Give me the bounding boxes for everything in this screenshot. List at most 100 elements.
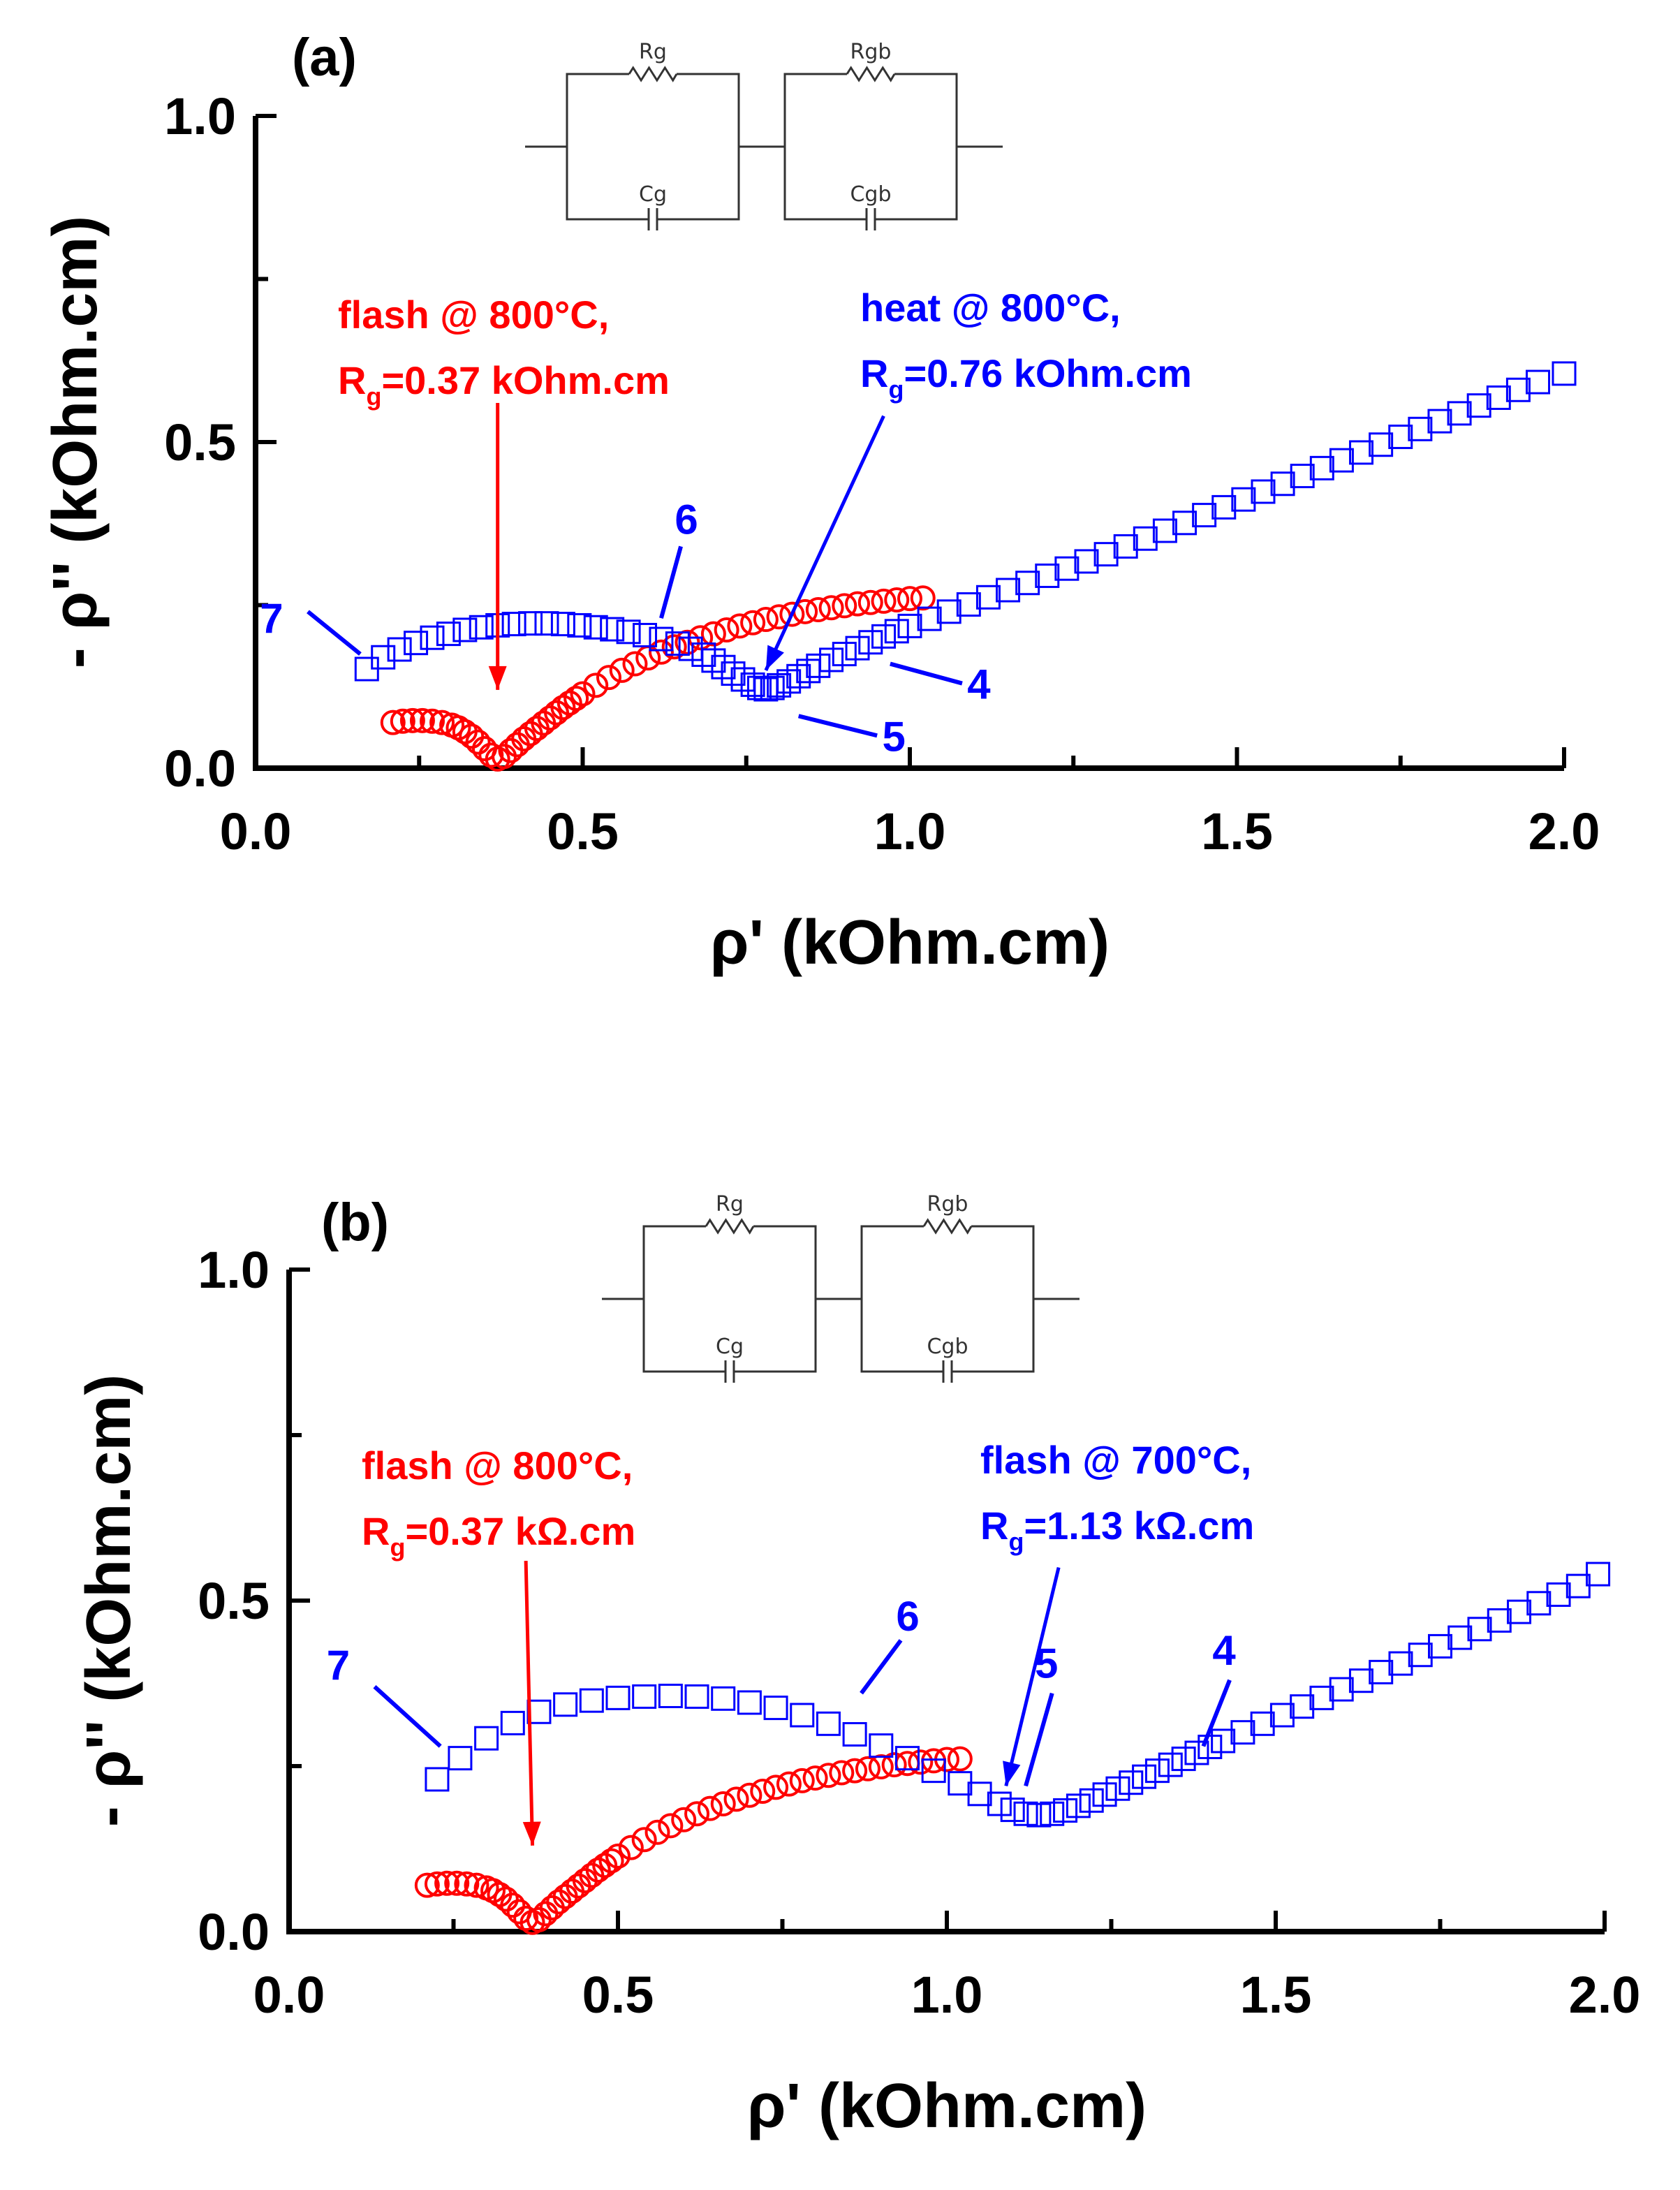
data-point-square	[1369, 1659, 1394, 1684]
marker-label: 5	[882, 713, 905, 760]
data-point-square	[760, 675, 785, 700]
data-point-circle	[763, 1774, 789, 1800]
data-point-square	[1466, 393, 1491, 418]
data-point-square	[583, 615, 608, 640]
data-point-square	[806, 653, 831, 678]
data-point-square	[1290, 464, 1315, 489]
data-point-square	[1309, 1685, 1334, 1710]
data-point-square	[711, 1686, 736, 1711]
data-point-square	[1152, 518, 1177, 543]
data-point-circle	[631, 1827, 657, 1853]
data-point-square	[1447, 1625, 1473, 1650]
y-tick-label: 1.0	[164, 87, 236, 145]
data-point-circle	[605, 1843, 631, 1869]
data-point-circle	[445, 715, 471, 741]
data-point-square	[1546, 1582, 1571, 1607]
data-point-square	[452, 617, 478, 642]
data-point-circle	[908, 1749, 934, 1775]
resistor-label: Rg	[639, 40, 667, 64]
annotation-symbol: R	[362, 1509, 390, 1553]
data-point-square	[425, 1767, 450, 1792]
marker-line	[1024, 1692, 1054, 1787]
data-point-circle	[609, 657, 635, 683]
marker-label: 7	[260, 595, 283, 642]
marker-line	[1201, 1679, 1232, 1747]
data-point-square	[701, 648, 726, 673]
data-point-square	[996, 578, 1021, 603]
data-point-square	[1586, 1561, 1611, 1587]
data-point-square	[1066, 1793, 1091, 1818]
data-point-square	[842, 1721, 867, 1747]
data-point-circle	[714, 617, 739, 642]
data-point-circle	[737, 1782, 762, 1808]
data-point-square	[832, 642, 857, 667]
capacitor-label: Cg	[639, 182, 667, 207]
x-tick-label: 0.5	[582, 1966, 654, 2024]
data-point-circle	[805, 597, 831, 623]
data-point-square	[474, 1726, 499, 1751]
series-blue-squares	[354, 361, 1577, 702]
data-point-square	[1000, 1798, 1025, 1823]
equivalent-circuit: Rg Cg Rgb Cgb	[525, 40, 1003, 230]
data-point-circle	[592, 1853, 618, 1879]
equivalent-circuit: Rg Cg Rgb Cgb	[602, 1192, 1080, 1383]
data-point-square	[665, 631, 690, 656]
marker-label: 6	[896, 1593, 919, 1640]
annotation-line2: Rg=1.13 kΩ.cm	[980, 1504, 1254, 1556]
y-axis-title: - ρ'' (kOhm.cm)	[40, 216, 110, 669]
y-tick-label: 0.5	[164, 413, 236, 471]
data-point-square	[633, 622, 658, 647]
data-point-circle	[598, 1848, 624, 1874]
annotation-arrow-shaft	[1004, 1567, 1061, 1787]
data-point-square	[600, 617, 625, 642]
marker-7: 7	[260, 595, 362, 656]
resistor-r1-symbol	[705, 1218, 755, 1235]
data-point-circle	[816, 1763, 841, 1788]
data-point-square	[897, 613, 922, 638]
series-red-circles	[380, 585, 936, 772]
annotation-arrow-shaft	[524, 1561, 535, 1846]
marker-line	[860, 1639, 903, 1695]
resistor-label: Rgb	[927, 1192, 968, 1217]
data-point-square	[869, 1733, 894, 1758]
data-point-square	[894, 1746, 920, 1771]
data-point-square	[1486, 385, 1511, 410]
data-point-square	[1309, 455, 1334, 480]
data-point-square	[605, 1685, 631, 1710]
data-point-circle	[464, 1872, 489, 1898]
annotation-subscript: g	[888, 375, 904, 404]
data-point-circle	[857, 589, 883, 615]
marker-line	[797, 714, 878, 738]
data-point-square	[1211, 1728, 1236, 1754]
annotation-blue: flash @ 700°C, Rg=1.13 kΩ.cm	[980, 1438, 1254, 1787]
data-point-square	[534, 611, 559, 636]
data-point-square	[684, 1684, 709, 1709]
data-point-circle	[465, 729, 491, 755]
data-point-circle	[855, 1756, 880, 1781]
data-point-circle	[399, 707, 425, 733]
data-point-circle	[779, 601, 805, 627]
data-point-circle	[583, 673, 609, 698]
data-point-circle	[802, 1765, 828, 1791]
data-point-square	[1093, 542, 1119, 567]
x-tick-label: 2.0	[1569, 1966, 1641, 2024]
marker-7: 7	[327, 1642, 442, 1748]
panel-a: 0.0 0.5 1.0 1.5 2.0 0.0 0.5 1.0 ρ' (kOhm.cm) - ρ'…	[40, 28, 1600, 978]
data-point-square	[501, 612, 526, 637]
data-point-square	[1133, 526, 1158, 551]
data-point-square	[1074, 549, 1099, 574]
data-point-square	[1447, 401, 1472, 426]
data-point-circle	[557, 690, 582, 716]
annotation-arrow-head	[1003, 1761, 1021, 1786]
capacitor-label: Cgb	[927, 1335, 968, 1359]
annotation-subscript: g	[366, 382, 381, 411]
panel-b: 0.0 0.5 1.0 1.5 2.0 0.0 0.5 1.0 ρ' (kOhm.cm) - ρ'…	[74, 1192, 1640, 2141]
data-point-circle	[390, 708, 415, 734]
data-point-square	[553, 1692, 578, 1717]
data-point-circle	[697, 1795, 723, 1821]
resistor-label: Rg	[716, 1192, 744, 1217]
data-point-circle	[429, 710, 455, 735]
data-point-square	[1329, 1677, 1354, 1702]
data-point-square	[1507, 1599, 1532, 1624]
annotation-value: =1.13 kΩ.cm	[1024, 1504, 1254, 1548]
